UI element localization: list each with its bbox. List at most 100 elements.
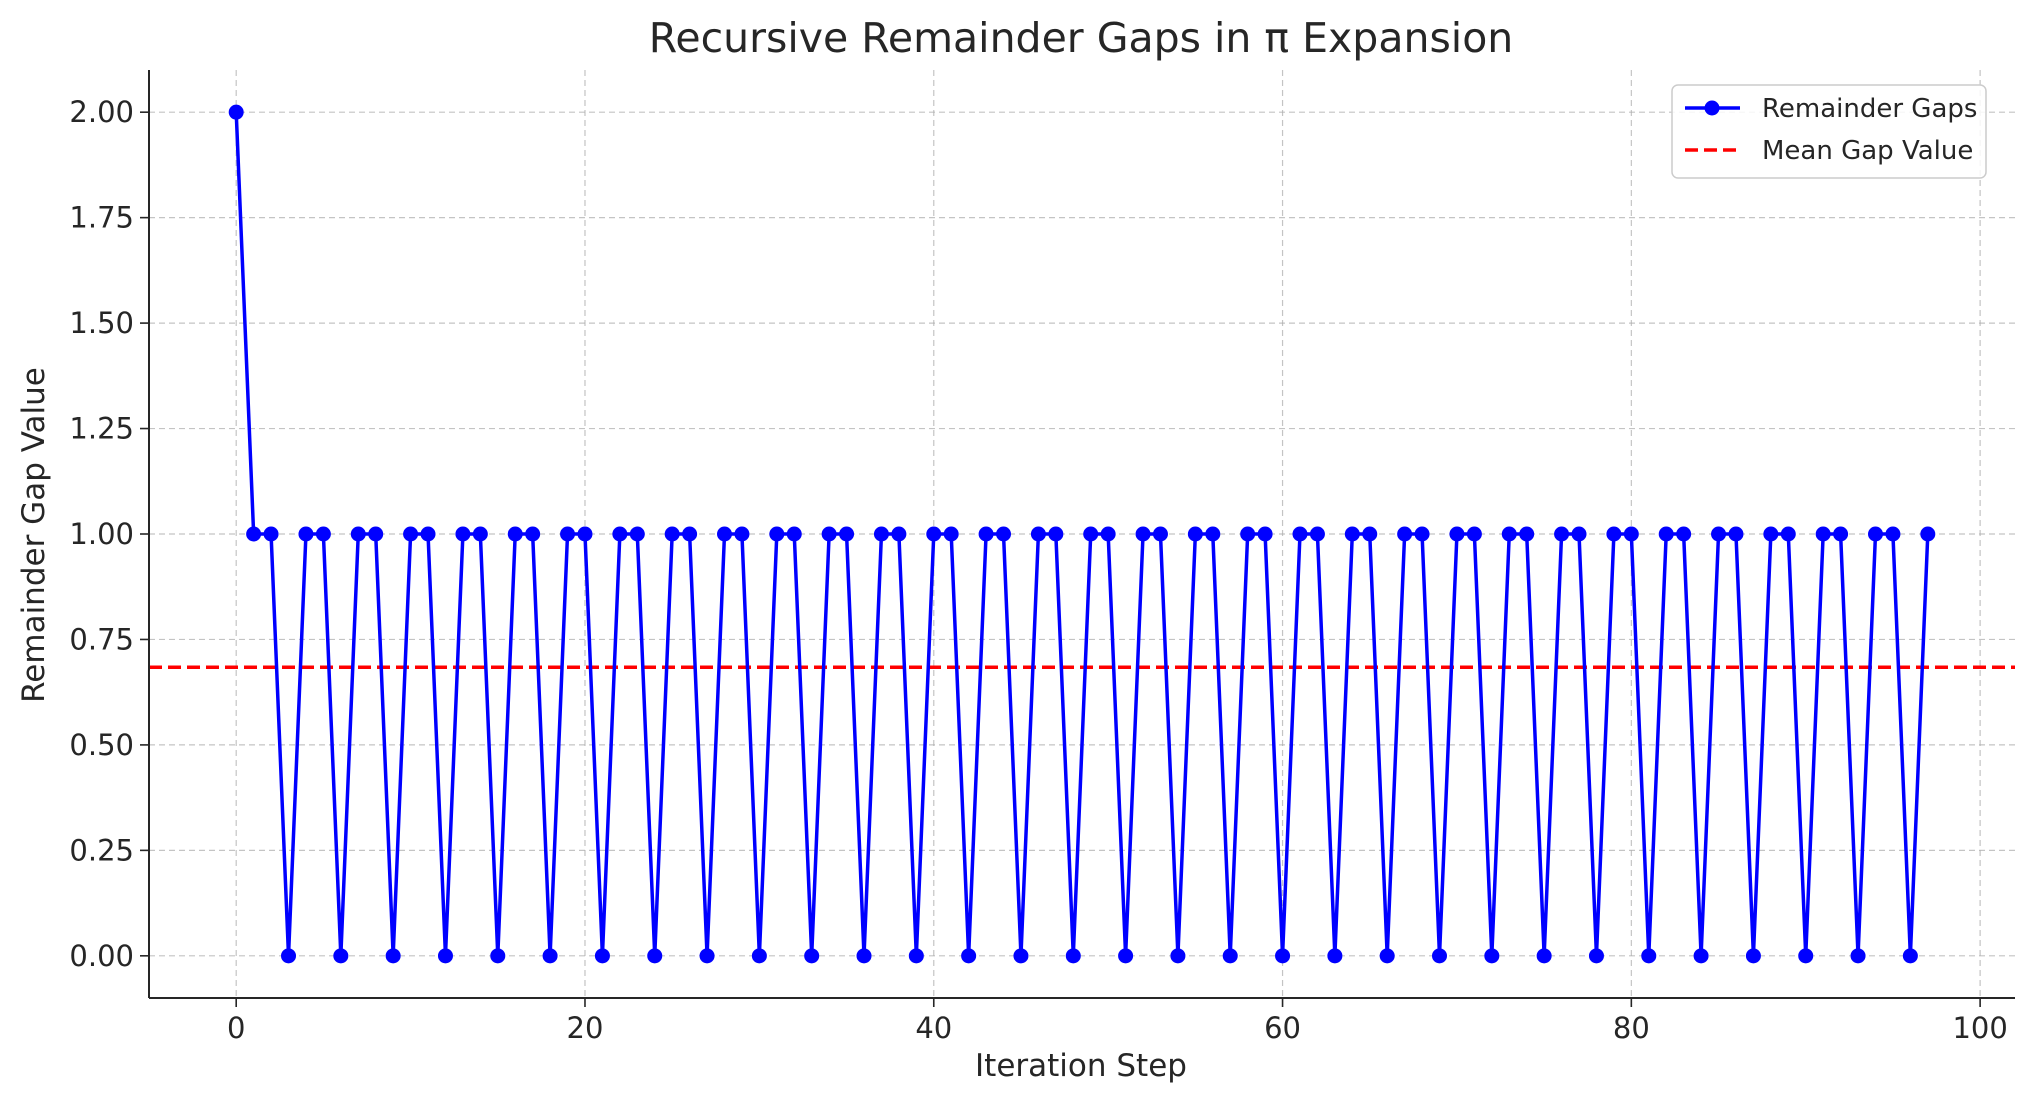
remainder-gap-point: [926, 526, 942, 542]
y-tick-label: 1.50: [69, 306, 134, 340]
remainder-gap-point: [490, 948, 506, 964]
remainder-gap-point: [1798, 948, 1814, 964]
remainder-gap-point: [333, 948, 349, 964]
remainder-gap-point: [1693, 948, 1709, 964]
remainder-gap-point: [716, 526, 732, 542]
remainder-gap-point: [437, 948, 453, 964]
remainder-gap-point: [1030, 526, 1046, 542]
remainder-gap-point: [263, 526, 279, 542]
remainder-gap-point: [1292, 526, 1308, 542]
remainder-gap-point: [315, 526, 331, 542]
remainder-gap-point: [1466, 526, 1482, 542]
remainder-gap-point: [786, 526, 802, 542]
remainder-gap-point: [1554, 526, 1570, 542]
x-tick-label: 60: [1264, 1011, 1301, 1045]
y-tick-label: 0.50: [69, 728, 134, 762]
remainder-gap-point: [1885, 526, 1901, 542]
y-tick-label: 0.25: [69, 833, 134, 867]
x-tick-label: 40: [915, 1011, 952, 1045]
legend-label-remainder-gaps: Remainder Gaps: [1762, 94, 1977, 124]
remainder-gap-point: [647, 948, 663, 964]
remainder-gap-point: [996, 526, 1012, 542]
remainder-gap-point: [769, 526, 785, 542]
remainder-gap-point: [1083, 526, 1099, 542]
remainder-gap-point: [1501, 526, 1517, 542]
remainder-gap-point: [577, 526, 593, 542]
remainder-gap-point: [594, 948, 610, 964]
x-tick-label: 80: [1613, 1011, 1650, 1045]
remainder-gap-point: [1048, 526, 1064, 542]
remainder-gap-point: [1571, 526, 1587, 542]
remainder-gap-point: [350, 526, 366, 542]
remainder-gap-point: [1013, 948, 1029, 964]
remainder-gap-point: [525, 526, 541, 542]
remainder-gap-point: [629, 526, 645, 542]
y-tick-label: 0.75: [69, 622, 134, 656]
remainder-gap-point: [612, 526, 628, 542]
x-axis-label: Iteration Step: [975, 1048, 1187, 1084]
remainder-gap-point: [1065, 948, 1081, 964]
remainder-gap-point: [856, 948, 872, 964]
remainder-gap-point: [246, 526, 262, 542]
remainder-gap-point: [420, 526, 436, 542]
remainder-gap-point: [1100, 526, 1116, 542]
y-axis-label: Remainder Gap Value: [16, 367, 52, 703]
remainder-gap-point: [385, 948, 401, 964]
remainder-gap-point: [1623, 526, 1639, 542]
remainder-gap-point: [1711, 526, 1727, 542]
remainder-gap-point: [1815, 526, 1831, 542]
remainder-gap-point: [1588, 948, 1604, 964]
remainder-gap-point: [1327, 948, 1343, 964]
remainder-gap-point: [472, 526, 488, 542]
y-tick-label: 0.00: [69, 939, 134, 973]
remainder-gap-point: [1536, 948, 1552, 964]
remainder-gap-point: [1135, 526, 1151, 542]
remainder-gap-point: [1902, 948, 1918, 964]
remainder-gap-point: [1484, 948, 1500, 964]
remainder-gap-point: [1362, 526, 1378, 542]
remainder-gap-point: [978, 526, 994, 542]
y-tick-label: 1.25: [69, 412, 134, 446]
ticks-layer: 0 20 40 60 80 100 0.00 0.25 0.50 0.75 1.00 1.25 1.50…: [69, 95, 2007, 1045]
remainder-gap-point: [1850, 948, 1866, 964]
remainder-gap-point: [1170, 948, 1186, 964]
y-tick-label: 1.75: [69, 201, 134, 235]
legend-label-mean-gap: Mean Gap Value: [1762, 136, 1973, 166]
remainder-gap-point: [1867, 526, 1883, 542]
legend-marker-remainder-gaps: [1704, 100, 1720, 116]
remainder-gap-point: [1432, 948, 1448, 964]
remainder-gap-point: [281, 948, 297, 964]
remainder-gap-point: [1606, 526, 1622, 542]
remainder-gap-point: [1641, 948, 1657, 964]
remainder-gap-point: [734, 526, 750, 542]
remainder-gap-point: [821, 526, 837, 542]
remainder-gap-point: [943, 526, 959, 542]
x-tick-label: 0: [227, 1011, 245, 1045]
remainder-gap-point: [1152, 526, 1168, 542]
y-tick-label: 2.00: [69, 95, 134, 129]
remainder-gap-point: [507, 526, 523, 542]
remainder-gap-point: [891, 526, 907, 542]
remainder-gap-point: [1205, 526, 1221, 542]
remainder-gap-point: [1833, 526, 1849, 542]
chart-title: Recursive Remainder Gaps in π Expansion: [649, 14, 1514, 62]
remainder-gap-point: [1379, 948, 1395, 964]
remainder-gap-point: [961, 948, 977, 964]
remainder-gap-point: [1763, 526, 1779, 542]
remainder-gap-point: [1257, 526, 1273, 542]
x-tick-label: 20: [567, 1011, 604, 1045]
remainder-gap-point: [664, 526, 680, 542]
remainder-gap-point: [455, 526, 471, 542]
series-layer: [228, 104, 1936, 964]
remainder-gap-point: [542, 948, 558, 964]
y-tick-label: 1.00: [69, 517, 134, 551]
legend-box: [1671, 84, 1987, 179]
remainder-gap-point: [873, 526, 889, 542]
legend: Remainder Gaps Mean Gap Value: [1671, 84, 1987, 179]
remainder-gap-point: [1187, 526, 1203, 542]
remainder-gap-point: [1519, 526, 1535, 542]
remainder-gap-point: [1920, 526, 1936, 542]
remainder-gap-point: [1222, 948, 1238, 964]
